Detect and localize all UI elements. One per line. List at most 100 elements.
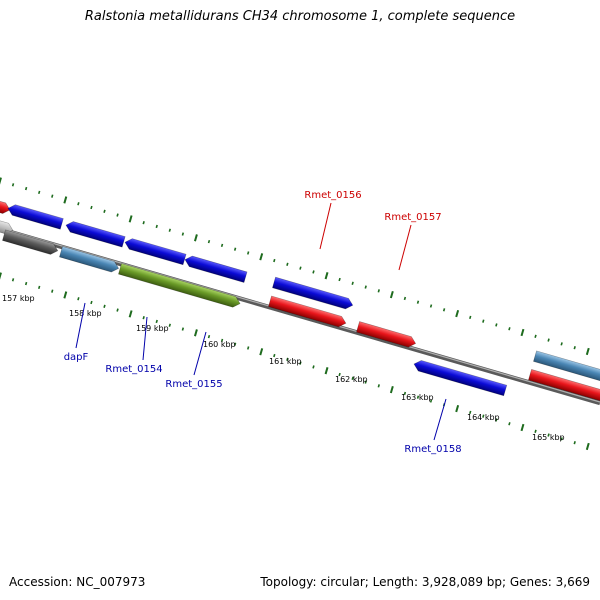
tick-mark [0,177,2,185]
tick-mark [37,285,41,290]
tick-mark [534,334,537,338]
tick-mark [116,213,119,217]
tick-mark [389,385,394,394]
tick-mark [142,316,145,320]
topology-label: Topology: circular; Length: 3,928,089 bp… [260,575,590,589]
tick-mark [455,309,460,318]
tick-mark [508,327,511,331]
gene-leader-line [433,398,447,441]
gene-feature [268,295,347,328]
accession-label: Accession: NC_007973 [9,575,146,589]
tick-mark [482,319,485,323]
tick-mark [299,361,302,365]
tick-mark [547,338,550,342]
tick-mark [534,429,537,433]
gene-leader-line [142,316,148,361]
tick-mark [273,258,276,263]
tick-mark [403,296,407,301]
tick-mark [312,365,315,369]
gene-label[interactable]: Rmet_0154 [105,364,162,375]
tick-label: 157 kbp [2,294,35,303]
tick-mark [273,353,276,358]
gene-feature [124,238,187,266]
tick-mark [482,414,485,418]
tick-mark [364,380,367,384]
tick-label: 163 kbp [401,393,434,402]
tick-mark [24,281,28,286]
tick-mark [560,342,563,346]
tick-mark [469,315,472,320]
gene-feature [2,229,59,255]
gene-label[interactable]: Rmet_0156 [304,190,361,201]
tick-mark [416,395,420,399]
tick-mark [338,372,341,377]
tick-mark [220,243,224,248]
tick-label: 162 kbp [335,375,368,384]
tick-mark [429,399,433,403]
tick-label: 160 kbp [203,340,236,349]
tick-mark [312,270,315,274]
tick-mark [103,304,106,308]
tick-mark [24,186,28,191]
gene-label[interactable]: dapF [64,352,89,363]
tick-mark [0,272,2,280]
gene-leader-line [319,202,332,250]
tick-mark [377,384,380,388]
gene-feature [413,360,508,397]
gene-feature [533,350,600,383]
gene-feature [59,246,120,273]
tick-mark [142,221,145,225]
tick-mark [429,304,433,308]
gene-label[interactable]: Rmet_0158 [404,444,461,455]
gene-feature [272,276,354,310]
tick-mark [324,367,329,375]
tick-mark [116,308,119,312]
tick-mark [90,205,93,210]
tick-label: 161 kbp [269,357,302,366]
inner-tick-track [0,272,590,451]
tick-mark [324,272,329,280]
tick-mark [338,277,341,282]
map-title: Ralstonia metallidurans CH34 chromosome … [84,9,516,24]
tick-mark [455,404,460,413]
tick-mark [351,376,354,380]
tick-mark [560,437,563,441]
tick-mark [193,329,198,337]
tick-mark [63,196,68,204]
tick-mark [299,266,302,270]
gene-feature [184,255,248,283]
tick-mark [573,346,576,350]
tick-mark [128,215,133,223]
gene-leader-line [75,302,86,349]
tick-mark [286,262,289,266]
tick-mark [233,247,237,251]
gene-feature [65,221,126,248]
gene-feature [528,369,600,401]
tick-mark [520,423,525,432]
tick-mark [520,328,525,337]
gene-leader-line [398,224,412,271]
tick-mark [77,297,80,301]
tick-mark [11,278,15,282]
tick-mark [259,253,264,261]
tick-mark [77,202,80,206]
tick-mark [351,281,354,285]
tick-mark [155,224,158,229]
gene-feature [0,189,11,214]
tick-mark [63,291,68,299]
gene-label[interactable]: Rmet_0157 [384,212,441,223]
tick-mark [193,234,198,242]
tick-mark [207,334,211,339]
tick-mark [51,194,54,198]
tick-mark [155,319,158,324]
gene-label[interactable]: Rmet_0155 [165,379,222,390]
tick-mark [547,433,550,437]
tick-mark [585,442,590,451]
gene-feature [356,321,417,348]
tick-label: 164 kbp [467,413,500,422]
tick-label: 159 kbp [136,324,169,333]
tick-mark [416,300,420,304]
tick-mark [11,183,15,187]
tick-label: 165 kbp [532,433,565,442]
